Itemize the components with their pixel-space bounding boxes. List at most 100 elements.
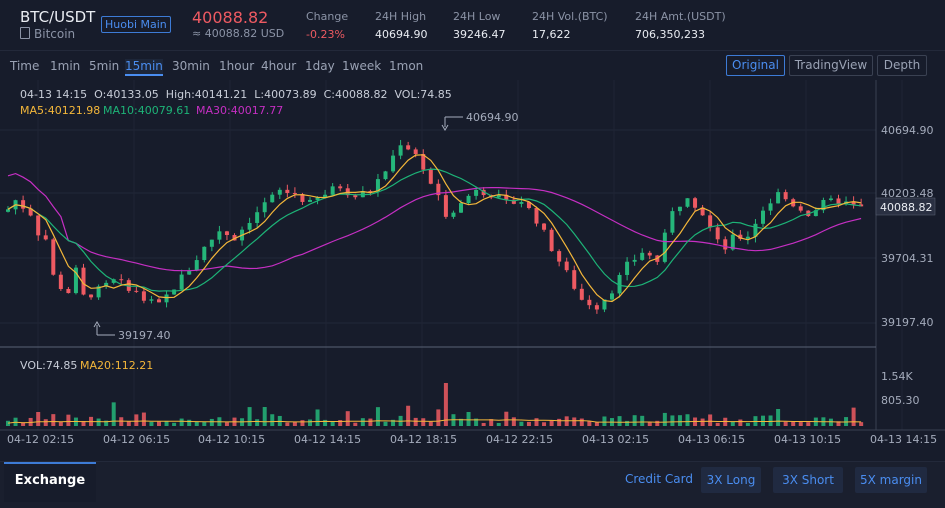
candle — [640, 248, 645, 261]
time-tick: 04-12 14:15 — [294, 433, 361, 446]
volume-bar — [126, 421, 131, 426]
timeframe-1day[interactable]: 1day — [305, 59, 335, 73]
volume-bar — [640, 415, 645, 426]
candle — [255, 206, 260, 229]
candle — [51, 237, 56, 276]
volume-bar — [594, 422, 599, 426]
candle — [579, 283, 584, 301]
candle — [28, 204, 33, 217]
candle — [662, 229, 667, 264]
timeframe-1hour[interactable]: 1hour — [219, 59, 255, 73]
volume-bar — [436, 409, 441, 426]
view-depth-button[interactable]: Depth — [877, 55, 927, 76]
market-badge[interactable]: Huobi Main — [101, 16, 171, 33]
stat-value: 17,622 — [532, 28, 571, 41]
price-tick: 39197.40 — [881, 316, 934, 329]
ma10-label: MA10:40079.61 — [103, 104, 190, 117]
timeframe-1mon[interactable]: 1mon — [389, 59, 424, 73]
volume-bar — [164, 420, 169, 426]
timeframe-5min[interactable]: 5min — [89, 59, 120, 73]
5x-margin-button[interactable]: 5X margin — [855, 467, 927, 493]
timeframe-15min[interactable]: 15min — [125, 59, 163, 76]
timeframe-30min[interactable]: 30min — [172, 59, 210, 73]
3x-long-button[interactable]: 3X Long — [701, 467, 761, 493]
candle — [428, 167, 433, 185]
volume-bar — [511, 417, 516, 426]
candle — [443, 189, 448, 219]
time-tick: 04-12 10:15 — [198, 433, 265, 446]
vol-label: VOL:74.85 — [20, 359, 77, 372]
view-original-button[interactable]: Original — [726, 55, 785, 76]
3x-short-button[interactable]: 3X Short — [773, 467, 843, 493]
stat-value: 706,350,233 — [635, 28, 705, 41]
time-tick: 04-12 22:15 — [486, 433, 553, 446]
candle — [715, 223, 720, 244]
volume-ma20-line — [7, 419, 862, 424]
timeframe-time[interactable]: Time — [10, 59, 40, 73]
candle — [610, 290, 614, 303]
candle — [542, 223, 547, 232]
volume-bar — [670, 415, 675, 426]
candle — [73, 264, 78, 295]
timeframe-4hour[interactable]: 4hour — [261, 59, 297, 73]
candle — [43, 229, 48, 241]
candle — [157, 297, 161, 303]
view-tradingview-button[interactable]: TradingView — [789, 55, 873, 76]
volume-bar — [292, 421, 297, 426]
volume-bar — [179, 418, 184, 426]
volume-bar — [262, 407, 267, 426]
candle — [647, 250, 652, 260]
candle — [451, 210, 456, 219]
volume-bar — [51, 414, 56, 426]
volume-bar — [466, 412, 471, 426]
ma10-line — [7, 168, 862, 292]
volume-bar — [421, 418, 426, 426]
kline-chart[interactable]: 40694.90 39197.40 40694.90 40203.48 3970… — [0, 80, 945, 461]
candle — [104, 280, 109, 289]
candle — [708, 211, 713, 232]
market-header: BTC/USDT Bitcoin Huobi Main 40088.82 ≈ 4… — [0, 0, 945, 50]
time-tick: 04-13 06:15 — [678, 433, 745, 446]
volume-bar — [96, 418, 101, 426]
timeframe-1min[interactable]: 1min — [50, 59, 81, 73]
candle — [693, 196, 698, 212]
volume-bar — [655, 420, 660, 426]
candle — [504, 189, 509, 204]
volume-bar — [677, 415, 682, 426]
volume-bar — [549, 420, 554, 426]
candle — [821, 197, 826, 214]
candle — [194, 255, 199, 272]
candle — [677, 206, 682, 216]
candle — [232, 233, 237, 241]
ohlc-info: 04-13 14:15 O:40133.05 High:40141.21 L:4… — [20, 88, 452, 101]
tab-exchange[interactable]: Exchange — [4, 462, 96, 502]
candle — [391, 150, 396, 173]
volume-bar — [111, 402, 116, 426]
candle — [202, 246, 207, 263]
candle — [572, 265, 577, 291]
coin-name-row: Bitcoin — [20, 27, 75, 41]
volume-bar — [459, 418, 463, 426]
candle — [398, 139, 403, 160]
chart-grid — [0, 80, 903, 430]
candle — [723, 236, 728, 254]
candle — [141, 287, 146, 304]
candle — [277, 187, 282, 200]
candle — [594, 302, 599, 314]
candle — [670, 207, 675, 235]
volume-tick: 805.30 — [881, 394, 920, 407]
credit-card-link[interactable]: Credit Card — [625, 472, 693, 486]
volume-bar — [859, 422, 864, 426]
volume-bar — [338, 420, 343, 426]
candle — [798, 203, 803, 213]
candle — [179, 269, 184, 291]
time-tick: 04-13 10:15 — [774, 433, 841, 446]
high-marker: 40694.90 — [441, 111, 519, 131]
candle — [519, 196, 524, 208]
volume-bar — [224, 422, 229, 426]
timeframe-1week[interactable]: 1week — [342, 59, 382, 73]
pair-name[interactable]: BTC/USDT — [20, 8, 96, 26]
candle — [224, 230, 229, 241]
volume-bar — [519, 421, 524, 426]
volume-bar — [345, 411, 350, 426]
